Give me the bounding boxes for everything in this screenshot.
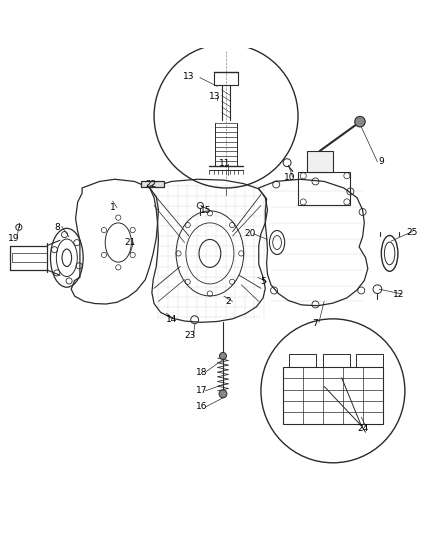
Text: 12: 12 bbox=[392, 290, 403, 300]
Circle shape bbox=[354, 116, 364, 127]
Text: 13: 13 bbox=[183, 72, 194, 81]
Text: 10: 10 bbox=[283, 173, 294, 182]
Bar bbox=[355, 354, 382, 367]
Text: 20: 20 bbox=[244, 229, 255, 238]
Text: 14: 14 bbox=[166, 315, 177, 324]
Text: 23: 23 bbox=[184, 331, 195, 340]
Bar bbox=[297, 172, 350, 205]
Text: 24: 24 bbox=[357, 424, 368, 433]
Bar bbox=[306, 151, 332, 172]
Circle shape bbox=[219, 390, 226, 398]
Text: 18: 18 bbox=[196, 368, 207, 377]
Text: 1: 1 bbox=[110, 203, 115, 212]
Text: 11: 11 bbox=[219, 159, 230, 168]
Bar bbox=[141, 181, 163, 187]
Bar bbox=[322, 354, 349, 367]
Text: 22: 22 bbox=[145, 180, 156, 189]
Text: 17: 17 bbox=[196, 386, 207, 395]
Text: 8: 8 bbox=[54, 223, 60, 232]
Text: 7: 7 bbox=[312, 319, 318, 328]
Text: 9: 9 bbox=[377, 157, 383, 166]
Bar bbox=[289, 354, 315, 367]
Text: 19: 19 bbox=[8, 233, 19, 243]
Text: 21: 21 bbox=[124, 238, 135, 247]
Text: 15: 15 bbox=[199, 206, 211, 215]
Text: 13: 13 bbox=[209, 92, 220, 101]
Text: 5: 5 bbox=[260, 277, 265, 286]
Text: 25: 25 bbox=[406, 228, 417, 237]
Bar bbox=[282, 367, 382, 424]
Text: 2: 2 bbox=[225, 297, 230, 306]
Text: 16: 16 bbox=[196, 402, 207, 411]
Circle shape bbox=[219, 352, 226, 359]
